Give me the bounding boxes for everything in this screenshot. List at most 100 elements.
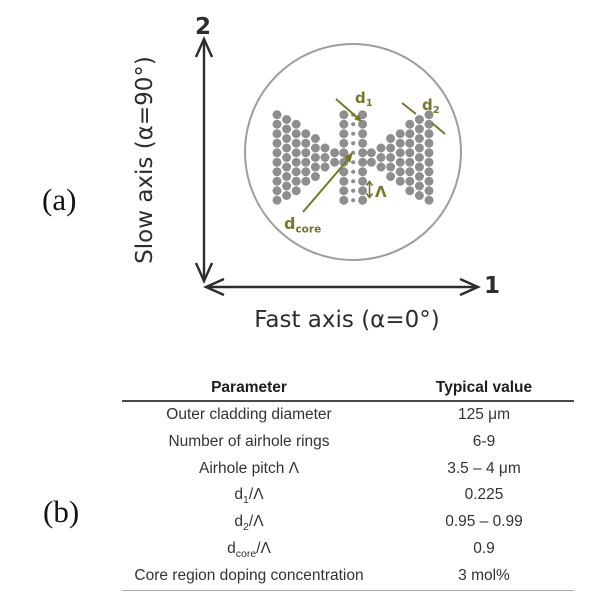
airhole-dot	[301, 176, 311, 186]
airhole-dot	[301, 148, 311, 158]
airhole-dot	[339, 129, 349, 139]
airhole-dot	[358, 110, 368, 120]
airhole-dot	[351, 188, 356, 193]
airhole-dot	[310, 143, 320, 153]
table-row: Airhole pitch Λ 3.5 – 4 μm	[122, 456, 574, 483]
airhole-dot	[386, 143, 396, 153]
airhole-dot	[351, 169, 356, 174]
airhole-dot	[366, 148, 376, 158]
airhole-dot	[282, 143, 292, 153]
param-cell: Outer cladding diameter	[166, 406, 332, 423]
airhole-dot	[414, 134, 424, 143]
table-header-rule	[122, 400, 574, 402]
axis-1-number: 1	[484, 273, 500, 299]
param-cell: Core region doping concentration	[134, 566, 364, 584]
parameter-table: Parameter Typical value Outer cladding d…	[122, 376, 574, 591]
airhole-dot	[351, 141, 356, 146]
arrow-right-icon	[459, 277, 481, 297]
d1-pointer-line	[335, 98, 361, 121]
airhole-dot	[282, 153, 292, 162]
airhole-dot	[395, 138, 405, 148]
airhole-dot	[414, 115, 424, 124]
airhole-dot	[405, 148, 415, 158]
d1-arrowhead-icon	[354, 114, 362, 122]
param-cell: d2/Λ	[234, 513, 264, 534]
table-header-parameter: Parameter	[211, 379, 287, 396]
airhole-dot	[395, 129, 405, 139]
table-row: Core region doping concentration 3 mol%	[122, 563, 574, 590]
table-body: Outer cladding diameter 125 μm Number of a…	[122, 402, 574, 590]
table-row: dcore/Λ 0.9	[122, 536, 574, 563]
airhole-dot	[358, 167, 368, 177]
airhole-dot	[272, 157, 282, 167]
airhole-dot	[358, 195, 368, 205]
airhole-dot	[358, 129, 368, 139]
arrow-up-icon	[194, 36, 214, 58]
airhole-dot	[291, 138, 301, 148]
airhole-dot	[282, 124, 292, 134]
airhole-pattern	[272, 110, 434, 205]
airhole-dot	[272, 195, 282, 205]
airhole-dot	[424, 138, 434, 148]
airhole-dot	[405, 186, 415, 196]
airhole-dot	[301, 157, 311, 167]
arrow-down-icon	[194, 262, 214, 284]
table-bottom-rule	[122, 589, 574, 591]
airhole-dot	[282, 181, 292, 191]
value-cell: 0.9	[473, 539, 495, 557]
axis-2-number: 2	[195, 14, 211, 40]
param-cell: Number of airhole rings	[168, 432, 330, 450]
airhole-dot	[376, 162, 386, 172]
airhole-dot	[414, 124, 424, 134]
airhole-dot	[339, 167, 349, 177]
airhole-dot	[301, 129, 311, 139]
airhole-dot	[272, 129, 282, 139]
airhole-dot	[376, 143, 386, 153]
airhole-dot	[395, 148, 405, 158]
airhole-dot	[282, 115, 292, 124]
param-cell: Airhole pitch Λ	[199, 459, 299, 477]
dimension-annotations: d1 d2 Λ dcore	[284, 89, 446, 236]
slow-axis-label: Slow axis (α=90°)	[132, 56, 158, 264]
airhole-dot	[414, 191, 424, 200]
airhole-dot	[330, 157, 340, 167]
airhole-dot	[291, 167, 301, 177]
airhole-dot	[424, 110, 434, 120]
arrow-left-icon	[203, 277, 225, 297]
airhole-dot	[339, 119, 349, 129]
airhole-dot	[414, 162, 424, 172]
airhole-dot	[395, 176, 405, 186]
axes	[194, 36, 481, 297]
airhole-dot	[282, 191, 292, 200]
table-header-typical-value: Typical value	[435, 379, 533, 396]
d2-label: d2	[422, 96, 440, 116]
airhole-dot	[405, 129, 415, 139]
airhole-dot	[358, 176, 368, 186]
airhole-dot	[376, 153, 386, 162]
dcore-arrowhead-icon	[344, 152, 353, 163]
airhole-dot	[291, 129, 301, 139]
airhole-dot	[291, 157, 301, 167]
airhole-dot	[414, 153, 424, 162]
pitch-arrow-down-icon	[365, 193, 374, 199]
airhole-dot	[272, 110, 282, 120]
airhole-dot	[339, 157, 349, 167]
airhole-dot	[358, 148, 368, 158]
airhole-dot	[386, 153, 396, 162]
table-header-row: Parameter Typical value	[122, 376, 574, 400]
airhole-dot	[414, 172, 424, 181]
airhole-dot	[320, 153, 330, 162]
value-cell: 125 μm	[457, 406, 510, 423]
airhole-dot	[424, 157, 434, 167]
fast-axis-label: Fast axis (α=0°)	[254, 307, 439, 333]
panel-a-label: (a)	[42, 182, 77, 217]
value-cell: 3 mol%	[458, 566, 510, 584]
pitch-label: Λ	[375, 183, 387, 201]
airhole-dot	[386, 172, 396, 181]
airhole-dot	[282, 172, 292, 181]
airhole-dot	[272, 186, 282, 196]
fiber-cross-section-diagram: 2 1 Slow axis (α=90°) Fast axis (α=0°) d…	[132, 14, 500, 333]
airhole-dot	[291, 186, 301, 196]
airhole-dot	[310, 172, 320, 181]
